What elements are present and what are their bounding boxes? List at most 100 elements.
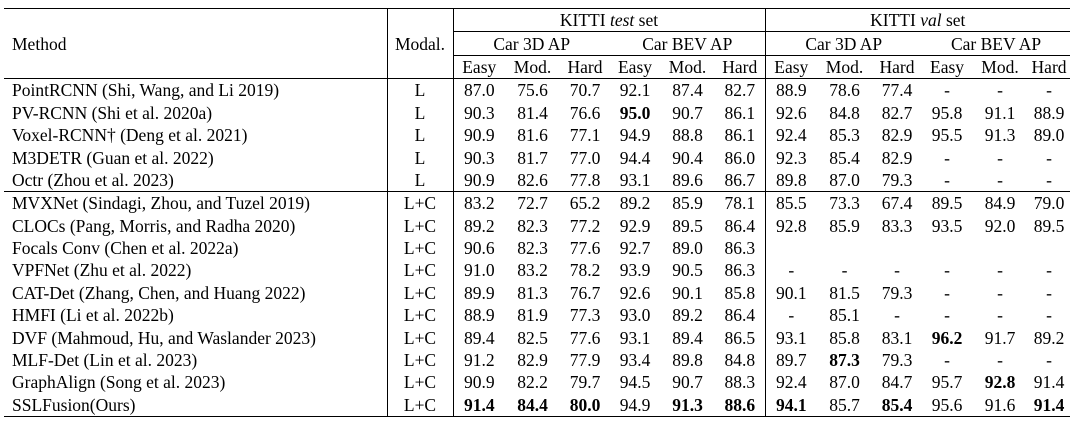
ap-value-cell: 85.9 [660, 191, 715, 215]
ap-value-cell: - [997, 282, 1003, 303]
ap-value-cell: - [944, 169, 950, 190]
ap-value-cell: 94.1 [765, 393, 818, 418]
ap-value-cell: 89.8 [672, 350, 703, 371]
ap-value-cell: 77.0 [569, 147, 601, 168]
modality-cell: L+C [387, 326, 454, 349]
method-name-cell: Focals Conv (Chen et al. 2022a) [4, 236, 388, 260]
ap-value-cell [1028, 237, 1070, 259]
ap-value-cell: 95.6 [922, 393, 973, 418]
ap-value-cell: 85.8 [829, 327, 860, 348]
method-name-cell: VPFNet (Zhu et al. 2022) [4, 259, 388, 282]
ap-value-cell: 79.3 [881, 169, 913, 190]
table-row: CLOCs (Pang, Morris, and Radha 2020) L+C 8… [4, 214, 1070, 237]
ap-value-cell: 93.1 [619, 327, 651, 348]
method-name-cell: MLF-Det (Lin et al. 2023) [4, 348, 388, 372]
ap-value-cell: 85.8 [715, 281, 766, 305]
kitti-test-set-header: KITTI test set [453, 7, 766, 33]
ap-value-cell: 77.2 [569, 215, 601, 236]
ap-value-cell: 82.9 [881, 147, 913, 168]
ap-value-cell: 78.6 [817, 78, 873, 102]
ap-value-cell: 94.4 [619, 147, 651, 168]
ap-value-cell: 85.7 [817, 393, 873, 418]
ap-value-cell: 85.4 [829, 147, 860, 168]
ap-value-cell: - [997, 147, 1003, 168]
ap-value-cell: - [1028, 78, 1071, 102]
ap-value-cell: 81.3 [517, 282, 548, 303]
ap-value-cell: 81.9 [517, 305, 548, 326]
table-row: PV-RCNN (Shi et al. 2020a) L 90.3 81.4 76.6 9… [4, 101, 1070, 124]
ap-value-cell [922, 237, 972, 259]
ap-value-cell: 70.7 [560, 78, 610, 102]
ap-value-cell: 92.4 [775, 372, 807, 393]
ap-value-cell: 88.9 [463, 305, 495, 326]
ap-value-cell: 95.8 [931, 102, 963, 123]
ap-value-cell: 92.6 [619, 282, 651, 303]
difficulty-easy-header: Easy [617, 56, 653, 77]
difficulty-easy-header: Easy [930, 56, 965, 77]
ap-value-cell: 86.1 [715, 101, 766, 124]
ap-value-cell: 88.9 [765, 78, 818, 102]
modality-cell: L [387, 101, 454, 124]
ap-value-cell: 78.2 [569, 260, 601, 281]
ap-value-cell: - [1046, 260, 1052, 281]
method-name-cell: MVXNet (Sindagi, Zhou, and Tuzel 2019) [4, 191, 388, 215]
difficulty-mod-header: Mod. [513, 56, 552, 77]
ap-value-cell: 95.0 [619, 102, 651, 123]
ap-value-cell: 89.5 [1033, 215, 1065, 236]
difficulty-easy-header: Easy [774, 56, 809, 77]
ap-value-cell: 94.9 [610, 393, 660, 418]
ap-value-cell: 65.2 [560, 191, 610, 215]
method-name-cell: HMFI (Li et al. 2022b) [4, 304, 388, 327]
ap-value-cell: - [841, 260, 848, 281]
ap-value-cell: 86.7 [715, 168, 766, 192]
ap-value-cell: 81.7 [517, 147, 548, 168]
ap-value-cell: - [997, 305, 1003, 326]
ap-value-cell: 86.4 [715, 214, 766, 237]
header-row-3: Easy Mod. Hard Easy Mod. Hard Easy Mod. … [4, 55, 1070, 79]
ap-value-cell: 91.4 [453, 393, 505, 418]
ap-value-cell: 82.3 [517, 238, 548, 259]
kitti-val-set-header: KITTI val set [765, 7, 1071, 33]
ap-value-cell: 87.3 [829, 350, 860, 371]
method-name-cell: CLOCs (Pang, Morris, and Radha 2020) [4, 214, 388, 237]
ap-value-cell: 90.7 [672, 102, 703, 123]
ap-value-cell: - [894, 260, 900, 281]
ap-value-cell: - [788, 305, 795, 326]
ap-value-cell: 95.7 [931, 372, 963, 393]
ap-value-cell: 87.0 [453, 78, 505, 102]
header-row-2: Car 3D AP Car BEV AP Car 3D AP Car BEV A… [4, 31, 1071, 56]
ap-value-cell: 89.2 [610, 191, 660, 215]
ap-value-cell: 89.2 [1033, 327, 1065, 348]
method-name-cell: Voxel-RCNN† (Deng et al. 2021) [4, 123, 388, 147]
ap-value-cell: - [944, 305, 950, 326]
ap-value-cell: 85.5 [765, 191, 818, 215]
ap-value-cell: 93.4 [619, 350, 651, 371]
method-name-cell: PointRCNN (Shi, Wang, and Li 2019) [4, 78, 388, 102]
ap-value-cell: 92.3 [775, 147, 807, 168]
ap-value-cell: 89.9 [463, 282, 495, 303]
ap-value-cell: 83.2 [517, 260, 548, 281]
ap-value-cell: 93.1 [619, 169, 651, 190]
ap-value-cell: 82.7 [881, 102, 913, 123]
method-name-cell: SSLFusion(Ours) [4, 393, 388, 418]
ap-value-cell: 75.6 [505, 78, 560, 102]
difficulty-mod-header: Mod. [825, 56, 864, 77]
ap-value-cell: 90.1 [775, 282, 807, 303]
ap-value-cell: 86.5 [715, 326, 766, 349]
ap-value-cell: - [997, 260, 1003, 281]
ap-value-cell: 89.4 [463, 327, 495, 348]
ap-value-cell: 83.1 [881, 327, 913, 348]
ap-value-cell: 82.2 [517, 372, 548, 393]
modality-cell: L+C [387, 236, 454, 260]
ap-value-cell: 85.1 [829, 305, 860, 326]
difficulty-hard-header: Hard [1031, 56, 1067, 77]
ap-value-cell: 89.2 [672, 305, 703, 326]
ap-value-cell: 84.8 [829, 102, 860, 123]
method-name-cell: M3DETR (Guan et al. 2022) [4, 146, 388, 169]
ap-value-cell: 79.3 [881, 282, 913, 303]
difficulty-easy-header: Easy [462, 56, 497, 77]
table-row: GraphAlign (Song et al. 2023) L+C 90.9 82.2… [4, 371, 1070, 394]
ap-value-cell: 82.9 [517, 350, 548, 371]
ap-value-cell: 79.7 [569, 372, 601, 393]
ap-value-cell: 91.6 [972, 393, 1029, 418]
